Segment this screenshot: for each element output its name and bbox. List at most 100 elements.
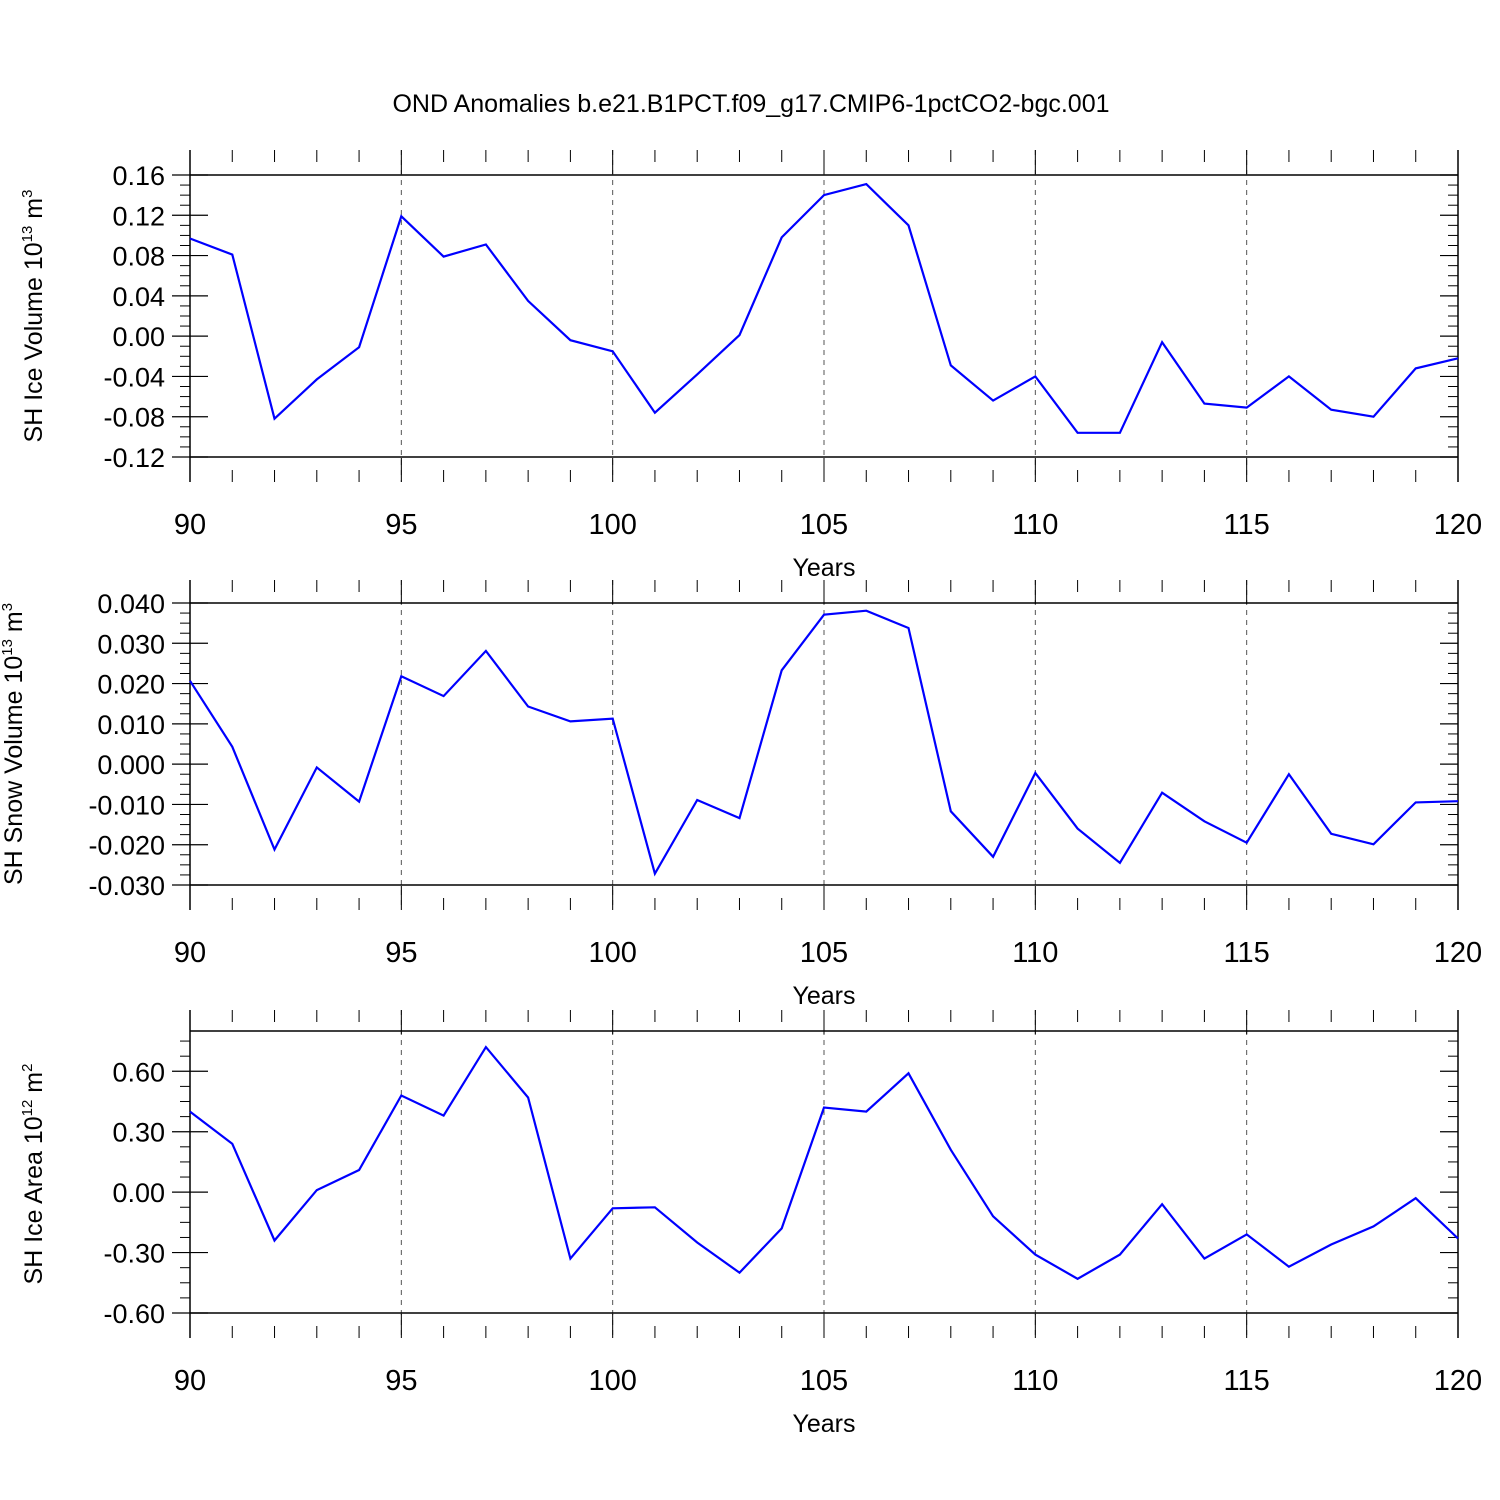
- data-point: [273, 417, 277, 421]
- y-tick-label: 0.60: [112, 1057, 165, 1087]
- y-axis-title-exponent: 13: [19, 226, 36, 243]
- data-point: [442, 694, 446, 698]
- data-point: [188, 236, 192, 240]
- x-tick-label: 90: [174, 1365, 206, 1397]
- series-line: [189, 609, 1459, 877]
- data-point: [737, 1271, 741, 1275]
- data-point: [1371, 842, 1375, 846]
- x-tick-label: 90: [174, 937, 206, 969]
- y-tick-label: 0.000: [97, 750, 165, 780]
- data-point: [1456, 1236, 1460, 1240]
- data-point: [357, 800, 361, 804]
- y-tick-label: 0.00: [112, 1178, 165, 1208]
- data-point: [526, 1095, 530, 1099]
- data-point: [611, 1206, 615, 1210]
- data-point: [1287, 374, 1291, 378]
- data-point: [907, 626, 911, 630]
- x-axis-title: Years: [792, 982, 855, 1010]
- panel-ice-area: -0.60 -0.30 0.00 0.30 0.60 90 95 100 105 110 115 12…: [19, 1010, 1482, 1438]
- data-point: [273, 848, 277, 852]
- data-point: [949, 1148, 953, 1152]
- data-point: [991, 399, 995, 403]
- data-point: [484, 242, 488, 246]
- x-tick-label: 95: [385, 1365, 417, 1397]
- data-point: [1245, 1232, 1249, 1236]
- data-point: [737, 333, 741, 337]
- data-point: [1371, 1224, 1375, 1228]
- data-point: [864, 1110, 868, 1114]
- y-tick-label: 0.010: [97, 710, 165, 740]
- data-point: [1118, 1253, 1122, 1257]
- y-tick-label: 0.030: [97, 629, 165, 659]
- y-axis-title-label: SH Ice Area 10: [20, 1116, 48, 1284]
- data-point: [949, 809, 953, 813]
- data-point: [653, 872, 657, 876]
- data-point: [526, 705, 530, 709]
- data-point: [230, 253, 234, 257]
- y-tick-label: -0.60: [103, 1299, 165, 1329]
- data-point: [188, 1110, 192, 1114]
- data-point: [230, 745, 234, 749]
- data-point: [611, 349, 615, 353]
- x-tick-label: 90: [174, 509, 206, 541]
- y-tick-label: -0.30: [103, 1239, 165, 1269]
- data-point: [315, 377, 319, 381]
- chart-title: OND Anomalies b.e21.B1PCT.f09_g17.CMIP6-…: [392, 90, 1109, 118]
- data-point: [1033, 374, 1037, 378]
- data-point: [1076, 827, 1080, 831]
- data-point: [1245, 406, 1249, 410]
- data-point: [442, 1114, 446, 1118]
- data-point: [991, 855, 995, 859]
- y-tick-label: 0.00: [112, 322, 165, 352]
- data-point: [1287, 1265, 1291, 1269]
- data-point: [864, 182, 868, 186]
- data-point: [653, 411, 657, 415]
- y-tick-label: 0.30: [112, 1118, 165, 1148]
- data-point: [273, 1238, 277, 1242]
- y-axis-title-label: SH Snow Volume 10: [0, 656, 28, 885]
- data-point: [1287, 772, 1291, 776]
- x-tick-label: 105: [800, 937, 848, 969]
- y-tick-label: -0.04: [103, 362, 165, 392]
- y-tick-label: 0.08: [112, 242, 165, 272]
- y-tick-label: -0.030: [88, 871, 165, 901]
- data-point: [568, 1257, 572, 1261]
- data-point: [188, 679, 192, 683]
- data-point: [1202, 1257, 1206, 1261]
- data-point: [442, 255, 446, 259]
- y-axis-title-exponent: 13: [0, 639, 16, 656]
- x-tick-label: 115: [1224, 1365, 1270, 1397]
- panel-ice-volume: -0.12 -0.08 -0.04 0.00 0.04 0.08 0.12 0.16 90 95 1…: [19, 150, 1482, 582]
- data-point: [484, 1045, 488, 1049]
- data-point: [780, 235, 784, 239]
- x-tick-label: 110: [1012, 937, 1058, 969]
- data-point: [611, 717, 615, 721]
- data-point: [1202, 402, 1206, 406]
- y-axis-title: SH Snow Volume 1013 m3: [0, 603, 28, 885]
- data-point: [315, 765, 319, 769]
- data-point: [780, 668, 784, 672]
- data-point: [1456, 799, 1460, 803]
- panel-snow-volume: -0.030 -0.020 -0.010 0.000 0.010 0.020 0.030 0.…: [0, 580, 1482, 1010]
- y-tick-label: -0.010: [88, 790, 165, 820]
- y-axis-title: SH Ice Area 1012 m2: [19, 1064, 48, 1285]
- data-point: [991, 1214, 995, 1218]
- data-point: [737, 816, 741, 820]
- data-point: [653, 1205, 657, 1209]
- data-point: [484, 649, 488, 653]
- x-tick-label: 115: [1224, 937, 1270, 969]
- series-line: [189, 1045, 1459, 1281]
- data-point: [1414, 366, 1418, 370]
- x-tick-label: 105: [800, 509, 848, 541]
- data-point: [864, 609, 868, 613]
- data-point: [357, 345, 361, 349]
- data-point: [399, 674, 403, 678]
- data-point: [695, 798, 699, 802]
- x-tick-label: 110: [1012, 509, 1058, 541]
- y-axis-title-unit-exponent: 3: [19, 190, 36, 198]
- data-point: [907, 1071, 911, 1075]
- x-tick-label: 100: [588, 509, 636, 541]
- data-point: [822, 1106, 826, 1110]
- y-axis-title-unit: m: [0, 611, 28, 639]
